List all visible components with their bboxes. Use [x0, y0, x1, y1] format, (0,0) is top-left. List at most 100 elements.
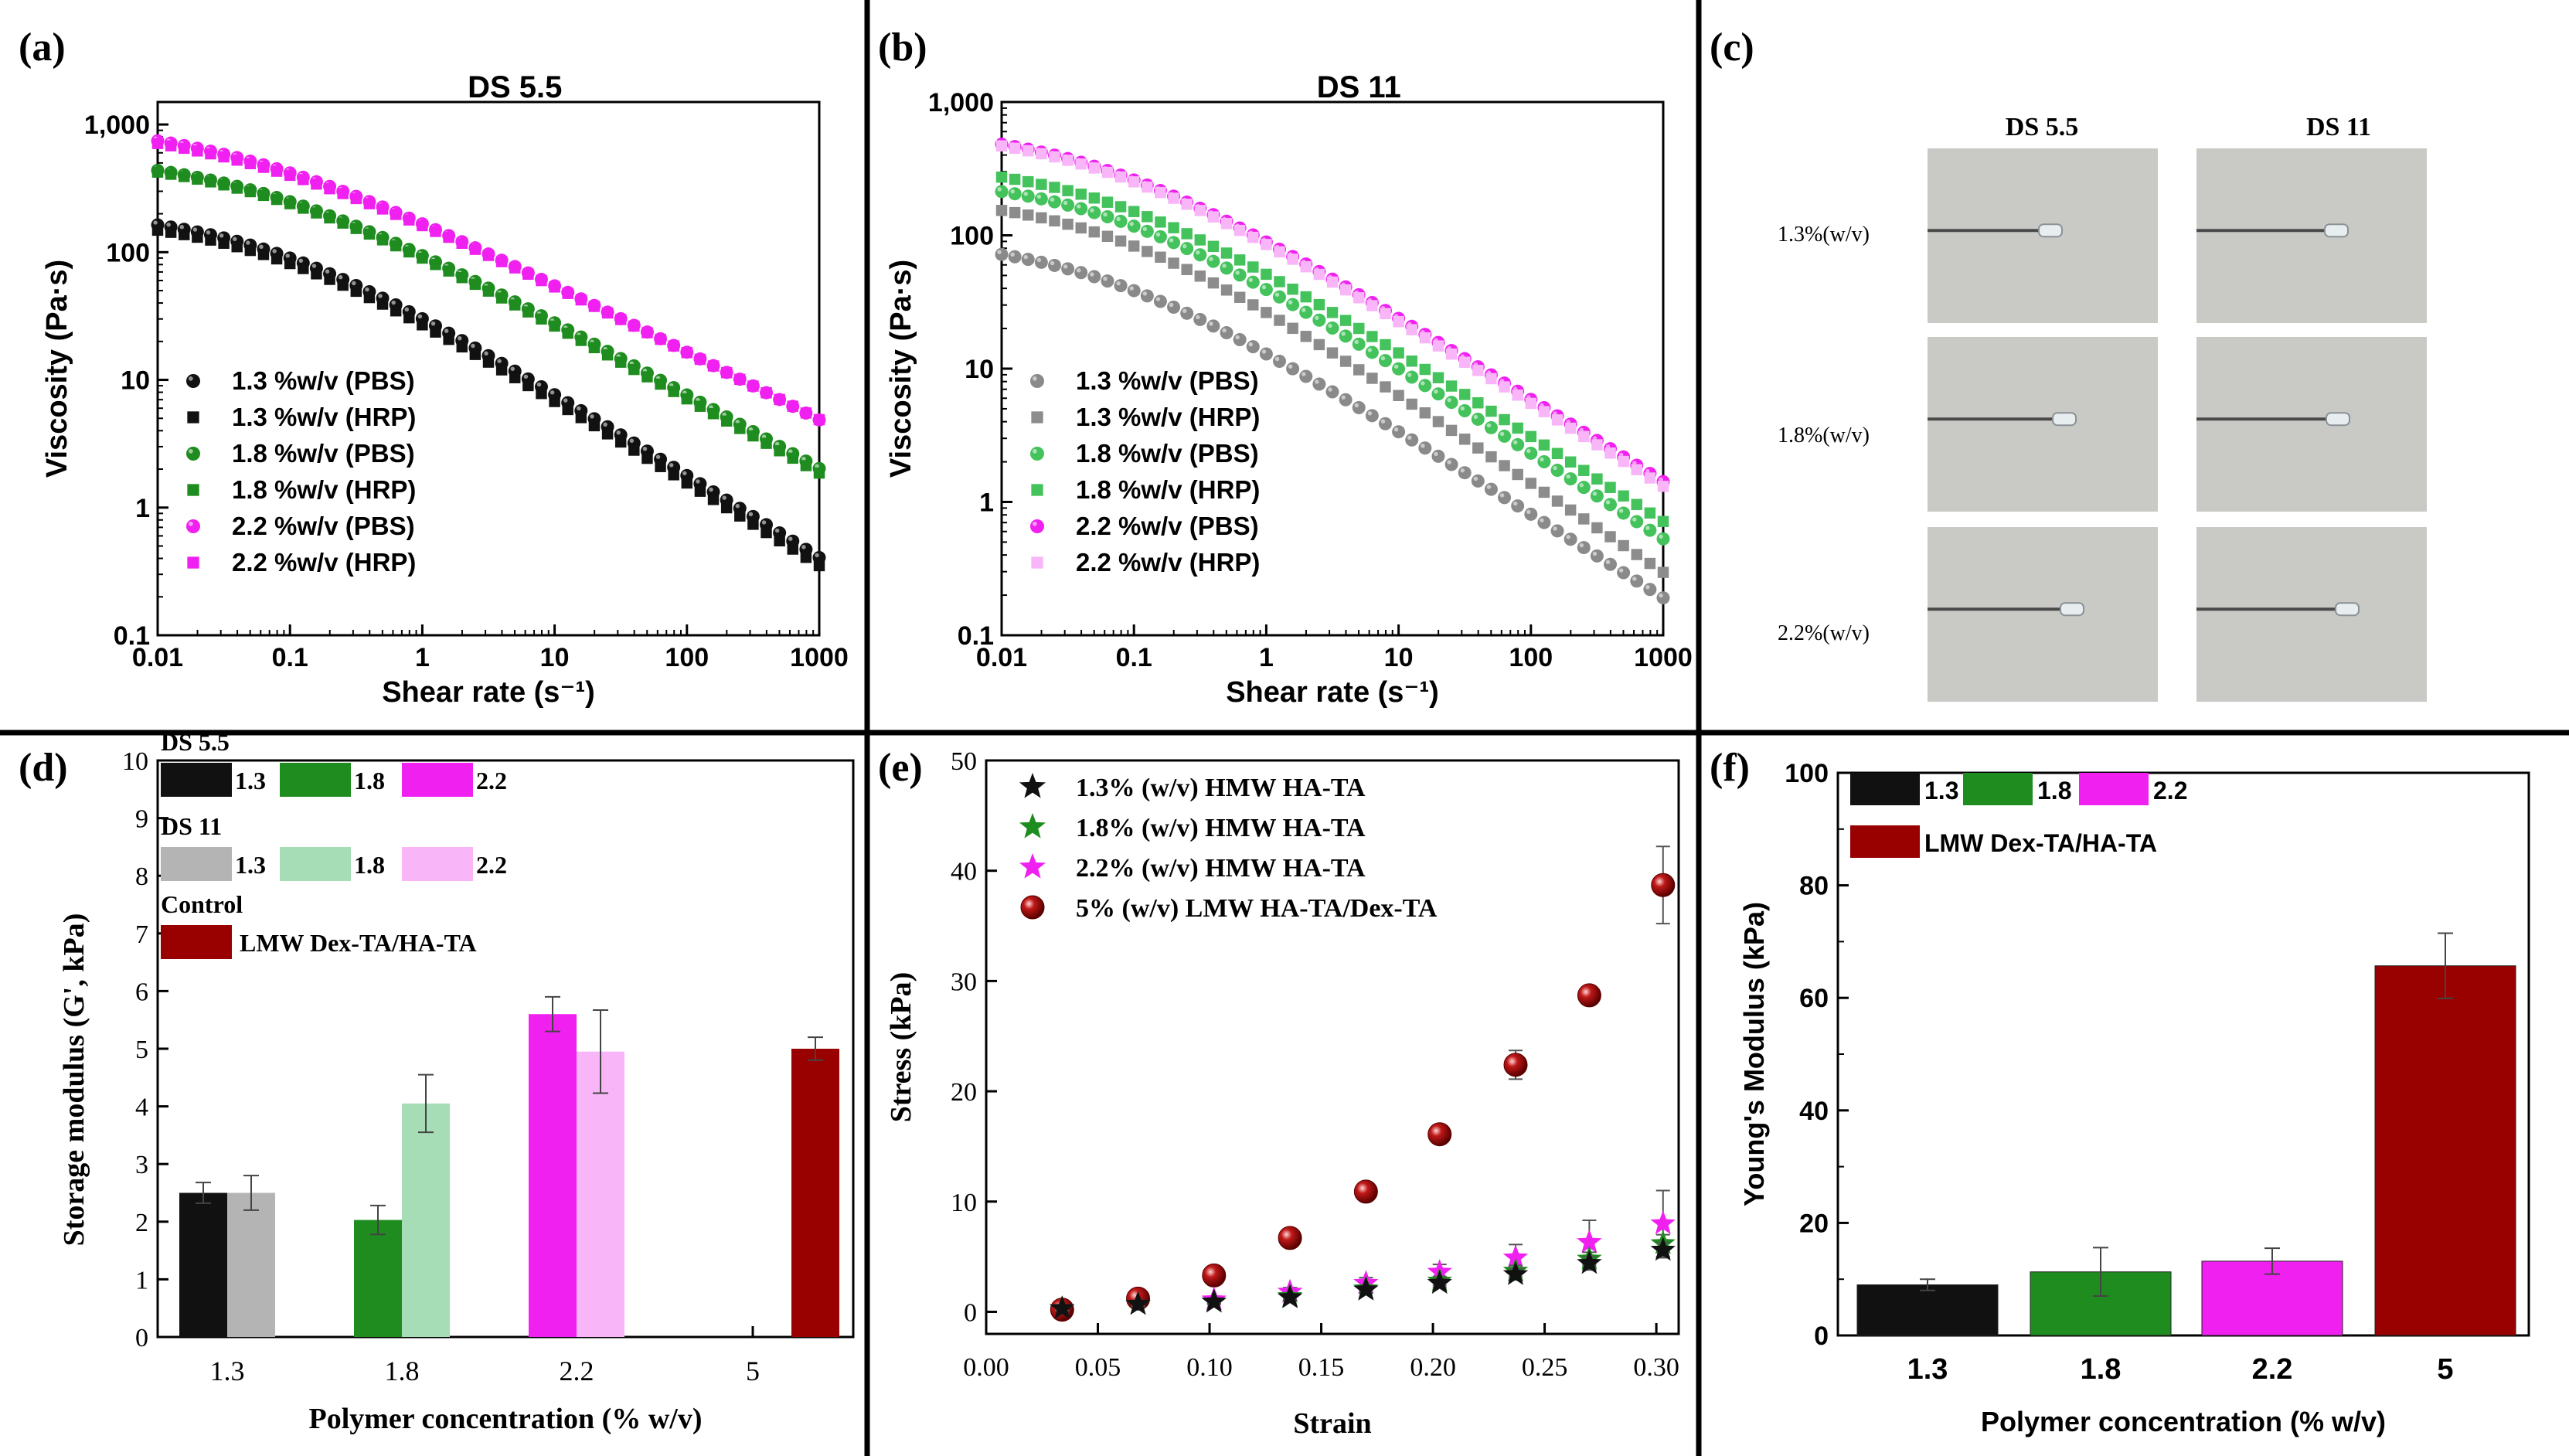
data-point: [614, 436, 627, 448]
gel-droplet: [2038, 223, 2063, 238]
plot-frame: [985, 759, 1680, 1335]
data-point: [1313, 338, 1325, 351]
data-point-shine: [788, 449, 793, 454]
legend-label: 1.3 %w/v (HRP): [1076, 403, 1260, 431]
data-point-shine: [1659, 477, 1663, 482]
data-point: [1564, 532, 1577, 546]
bar: [529, 1014, 577, 1337]
data-point: [456, 341, 468, 353]
data-point: [469, 243, 481, 255]
x-tick-label: 1.8: [385, 1356, 420, 1386]
data-point: [298, 202, 309, 214]
data-point: [1393, 347, 1404, 359]
data-point: [1618, 539, 1629, 552]
photo-shade: [2196, 337, 2427, 512]
data-point: [244, 244, 257, 257]
x-tick-label: 0.20: [1410, 1353, 1456, 1382]
data-point: [324, 182, 335, 195]
data-point: [1406, 324, 1417, 335]
data-point: [1128, 240, 1140, 252]
data-point: [1155, 186, 1166, 199]
data-point: [1365, 409, 1379, 423]
data-point: [707, 360, 720, 372]
data-point: [760, 526, 772, 539]
data-point: [1114, 279, 1128, 293]
data-point: [1650, 1237, 1676, 1261]
photo-row-label-22: 2.2%(w/v): [1778, 621, 1870, 645]
data-point-shine: [1645, 526, 1650, 530]
data-point-shine: [682, 471, 687, 476]
data-point: [614, 356, 627, 368]
data-point: [1604, 531, 1616, 543]
data-point-shine: [1393, 364, 1399, 369]
legend-label: 2.2% (w/v) HMW HA-TA: [1076, 854, 1366, 883]
legend-label: 1.8% (w/v) HMW HA-TA: [1076, 814, 1366, 842]
y-tick-label: 20: [951, 1078, 977, 1107]
legend-label: 1.3 %w/v (PBS): [1076, 366, 1259, 395]
data-point: [575, 412, 587, 424]
data-point: [787, 400, 798, 412]
data-point: [1630, 515, 1644, 529]
data-point-shine: [1645, 468, 1650, 474]
data-point: [1577, 983, 1601, 1008]
legend-swatch: [1850, 825, 1920, 858]
data-point-shine: [219, 233, 224, 238]
data-point-shine: [815, 553, 819, 558]
data-point-shine: [1579, 482, 1584, 488]
legend-label: 1.3 %w/v (PBS): [232, 366, 415, 395]
y-tick-label: 9: [135, 805, 148, 834]
photo-shade: [1928, 337, 2158, 512]
data-point: [1247, 231, 1259, 243]
data-point: [1512, 468, 1523, 481]
y-axis-label: Viscosity (Pa·s): [41, 260, 73, 478]
x-tick-label: 1.3: [210, 1356, 245, 1386]
data-point: [324, 212, 335, 224]
data-point-shine: [1328, 387, 1332, 392]
legend-swatch: [280, 847, 351, 881]
data-point-shine: [997, 250, 1002, 254]
bar: [791, 1049, 839, 1337]
data-point-shine: [1116, 281, 1121, 286]
data-point: [231, 240, 243, 253]
data-point: [1590, 489, 1604, 503]
y-tick-label: 2: [135, 1209, 148, 1237]
data-point: [1062, 218, 1074, 230]
data-point-shine: [1566, 474, 1570, 479]
data-point-shine: [761, 520, 767, 525]
legend-marker: [1020, 895, 1045, 920]
data-point: [1008, 250, 1022, 264]
x-axis-label: Strain: [1293, 1407, 1371, 1440]
data-point: [1656, 591, 1670, 605]
data-point: [469, 349, 481, 360]
data-point: [1287, 283, 1298, 295]
panel-label-f: (f): [1710, 746, 1750, 790]
data-point: [495, 364, 508, 376]
data-point: [760, 437, 772, 449]
series-1: [995, 205, 1669, 578]
data-point-shine: [206, 230, 211, 235]
data-point: [376, 203, 389, 215]
data-point: [1180, 306, 1194, 320]
data-point-shine: [338, 274, 343, 280]
data-point: [443, 265, 454, 277]
data-point: [1432, 372, 1444, 383]
data-point: [681, 477, 693, 489]
data-point: [1087, 206, 1101, 219]
data-point-shine: [1209, 321, 1213, 326]
data-point: [1502, 1244, 1529, 1269]
legend-swatch: [1963, 773, 2033, 805]
data-point: [403, 246, 415, 258]
data-point: [376, 298, 389, 310]
data-point: [800, 460, 812, 471]
data-point-shine: [1050, 197, 1055, 202]
y-tick-label: 100: [106, 238, 150, 267]
data-point: [179, 229, 190, 240]
photo-tile: [1928, 527, 2158, 702]
y-tick-label: 10: [951, 1189, 977, 1217]
data-point: [1591, 439, 1603, 451]
data-point-shine: [1354, 403, 1359, 408]
data-point-shine: [1618, 509, 1624, 513]
x-tick-label: 10: [540, 643, 570, 672]
legend-marker: [1031, 556, 1043, 569]
data-point: [192, 173, 203, 185]
